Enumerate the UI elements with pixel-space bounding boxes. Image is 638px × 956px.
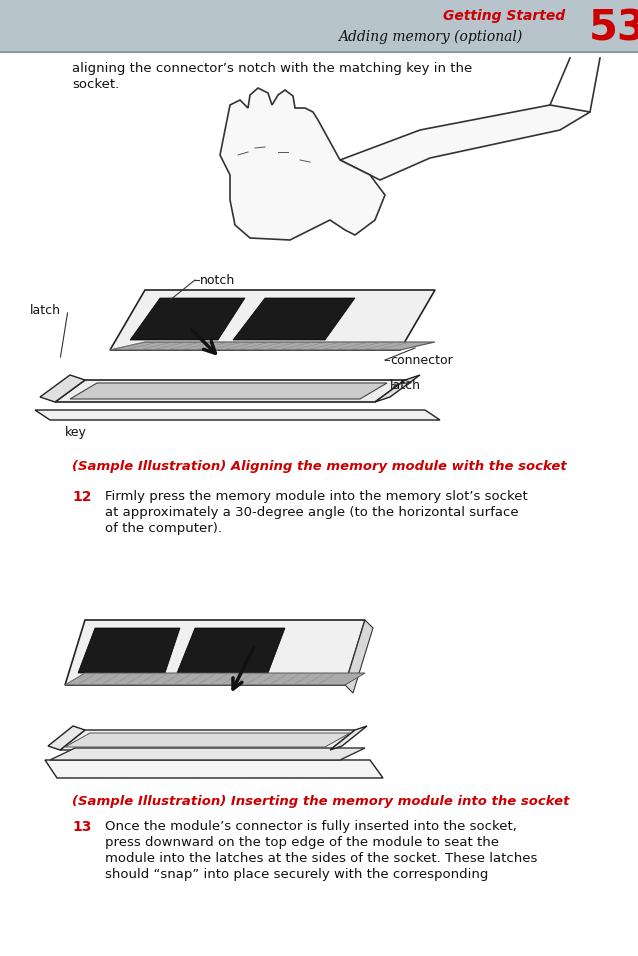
Polygon shape [78, 628, 180, 673]
Bar [0, 0, 638, 52]
Text: at approximately a 30-degree angle (to the horizontal surface: at approximately a 30-degree angle (to t… [105, 506, 519, 519]
Polygon shape [65, 673, 365, 685]
Text: module into the latches at the sides of the socket. These latches: module into the latches at the sides of … [105, 852, 537, 865]
Text: 53: 53 [589, 7, 638, 49]
Polygon shape [55, 380, 405, 402]
Text: latch: latch [390, 379, 421, 392]
Polygon shape [65, 620, 365, 685]
Polygon shape [50, 748, 365, 760]
Polygon shape [60, 730, 355, 750]
Text: Adding memory (optional): Adding memory (optional) [338, 30, 522, 44]
Text: connector: connector [390, 354, 453, 366]
Text: of the computer).: of the computer). [105, 522, 222, 535]
Text: (Sample Illustration) Aligning the memory module with the socket: (Sample Illustration) Aligning the memor… [72, 460, 567, 473]
Polygon shape [65, 733, 350, 747]
Polygon shape [110, 342, 435, 350]
Text: latch: latch [30, 303, 61, 316]
Polygon shape [345, 620, 373, 693]
Polygon shape [110, 290, 435, 350]
Polygon shape [220, 88, 385, 240]
Polygon shape [45, 760, 383, 778]
Text: Getting Started: Getting Started [443, 9, 565, 23]
Polygon shape [340, 105, 590, 180]
Polygon shape [48, 726, 85, 750]
Text: Firmly press the memory module into the memory slot’s socket: Firmly press the memory module into the … [105, 490, 528, 503]
Text: Once the module’s connector is fully inserted into the socket,: Once the module’s connector is fully ins… [105, 820, 517, 833]
Polygon shape [177, 628, 285, 673]
Text: key: key [65, 425, 87, 439]
Text: 12: 12 [72, 490, 91, 504]
Polygon shape [233, 298, 355, 340]
Text: press downward on the top edge of the module to seat the: press downward on the top edge of the mo… [105, 836, 499, 849]
Text: aligning the connector’s notch with the matching key in the: aligning the connector’s notch with the … [72, 62, 472, 75]
Polygon shape [70, 383, 387, 399]
Polygon shape [35, 410, 440, 420]
Text: notch: notch [200, 273, 235, 287]
Text: (Sample Illustration) Inserting the memory module into the socket: (Sample Illustration) Inserting the memo… [72, 795, 570, 808]
Polygon shape [330, 726, 367, 750]
Text: should “snap” into place securely with the corresponding: should “snap” into place securely with t… [105, 868, 488, 881]
Polygon shape [375, 375, 420, 402]
Text: socket.: socket. [72, 78, 119, 91]
Polygon shape [40, 375, 85, 402]
Text: 13: 13 [72, 820, 91, 834]
Polygon shape [130, 298, 245, 340]
